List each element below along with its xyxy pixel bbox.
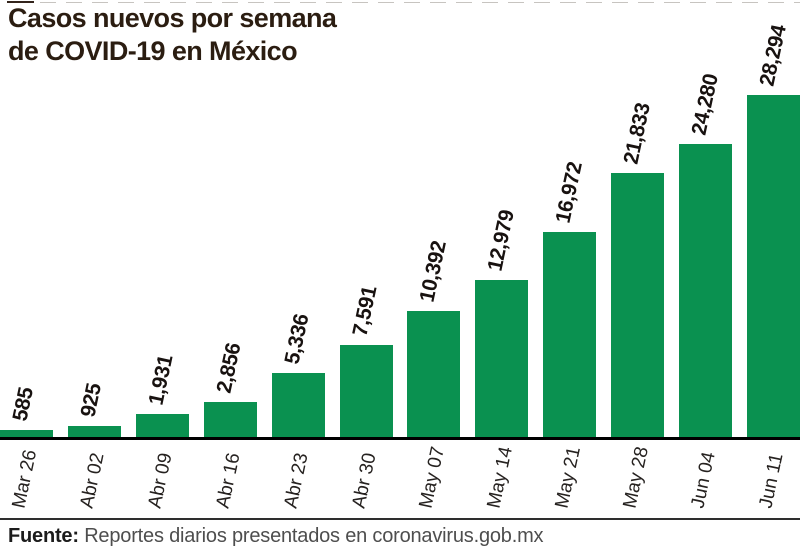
bar-value-label: 1,931	[144, 352, 178, 408]
bar	[679, 144, 732, 437]
chart-title: Casos nuevos por semana de COVID-19 en M…	[8, 2, 337, 68]
bar	[475, 280, 528, 437]
bar-value-label: 16,972	[551, 159, 587, 226]
x-axis-labels: Mar 26 Abr 02 Abr 09 Abr 16 Abr 23 Abr 30 May …	[0, 440, 800, 516]
bar	[272, 373, 325, 437]
x-tick-label: May 14	[483, 444, 517, 511]
x-tick-label: May 21	[551, 444, 585, 511]
bar-value-label: 10,392	[415, 238, 451, 305]
x-tick-label: Jun 04	[687, 450, 720, 511]
source-note: Fuente: Reportes diarios presentados en …	[8, 525, 544, 548]
footer-divider	[0, 518, 800, 520]
bar-value-label: 925	[76, 381, 107, 420]
bar-value-label: 28,294	[755, 22, 791, 89]
bar-value-label: 585	[8, 385, 39, 424]
x-tick-label: Abr 23	[280, 451, 313, 511]
bar	[543, 232, 596, 437]
x-tick-label: Mar 26	[8, 447, 42, 511]
x-tick-label: Abr 30	[348, 451, 381, 511]
bar	[747, 95, 800, 437]
bar	[611, 173, 664, 437]
bar	[68, 426, 121, 437]
x-tick-label: Abr 02	[76, 451, 109, 511]
bar-value-label: 5,336	[280, 311, 314, 367]
source-label: Fuente:	[8, 525, 79, 547]
chart-title-line1: Casos nuevos por semana	[8, 3, 337, 33]
x-tick-label: Jun 11	[755, 451, 788, 511]
cropped-text-dashes	[40, 2, 800, 3]
bar-value-label: 24,280	[687, 71, 723, 138]
x-axis-line	[0, 437, 800, 440]
chart-title-line2: de COVID-19 en México	[8, 35, 298, 66]
bar	[136, 414, 189, 437]
bar	[340, 345, 393, 437]
cropped-text-artifact	[0, 0, 800, 3]
bar-value-label: 7,591	[348, 283, 382, 339]
bar	[407, 311, 460, 437]
cropped-text-dash	[7, 1, 34, 3]
bar-value-label: 2,856	[212, 340, 246, 396]
x-tick-label: May 07	[415, 444, 449, 511]
bar	[0, 430, 53, 437]
bar-value-label: 12,979	[483, 207, 519, 274]
x-tick-label: Abr 09	[144, 451, 177, 511]
bar	[204, 402, 257, 437]
bar-value-label: 21,833	[619, 100, 655, 167]
x-tick-label: Abr 16	[212, 451, 245, 511]
source-text: Reportes diarios presentados en coronavi…	[84, 525, 544, 547]
x-tick-label: May 28	[619, 444, 653, 511]
plot-area: 585 925 1,931 2,856 5,336 7,591 10,392 12,979 16…	[0, 22, 800, 437]
